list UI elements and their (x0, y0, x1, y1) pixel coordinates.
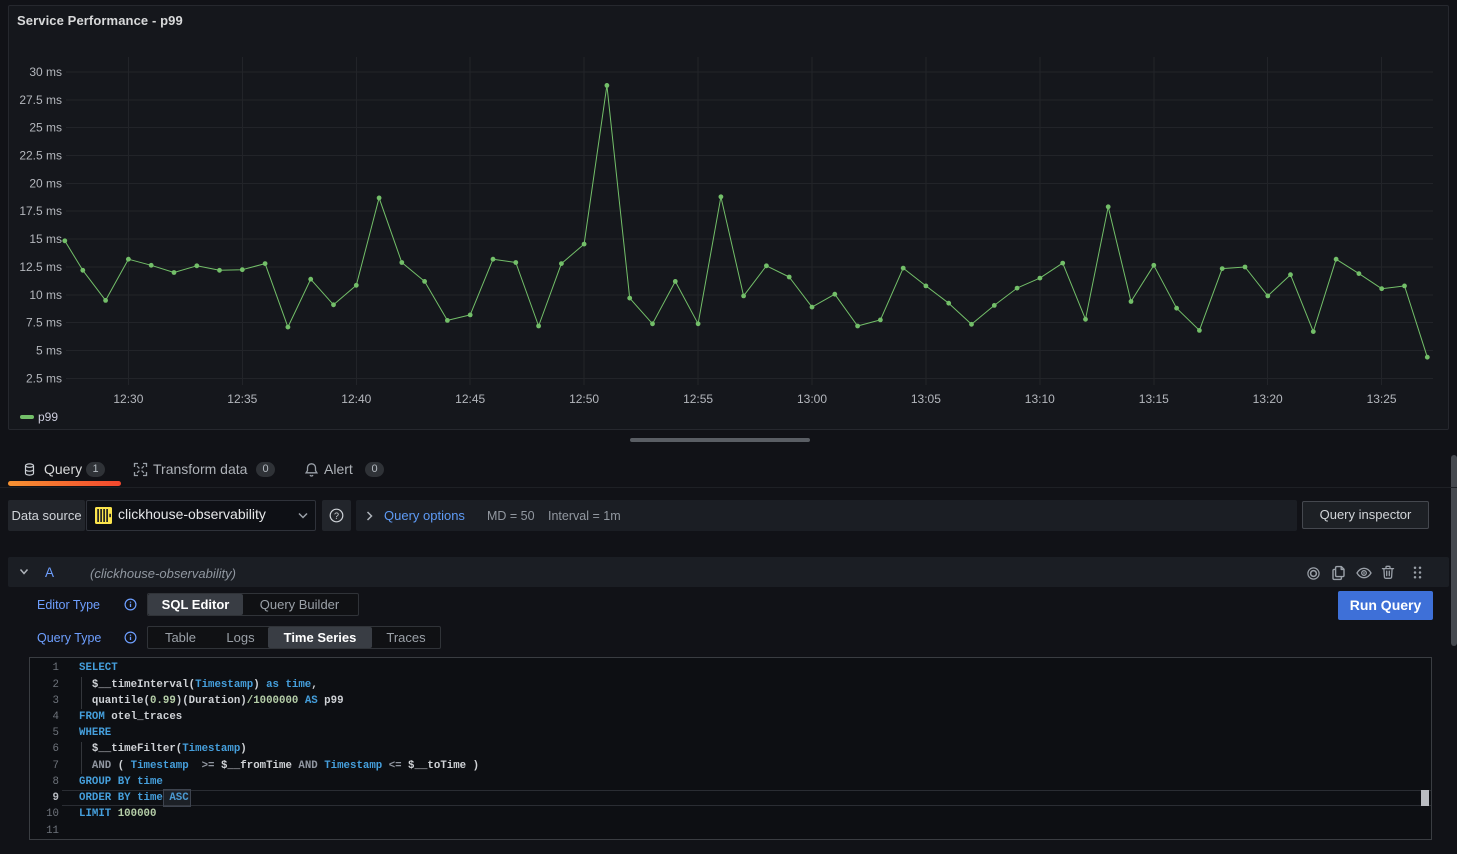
svg-text:15 ms: 15 ms (29, 232, 62, 246)
svg-text:13:15: 13:15 (1139, 392, 1169, 406)
svg-text:12:30: 12:30 (113, 392, 143, 406)
svg-text:12.5 ms: 12.5 ms (19, 260, 62, 274)
svg-text:22.5 ms: 22.5 ms (19, 149, 62, 163)
svg-text:30 ms: 30 ms (29, 65, 62, 79)
svg-text:12:35: 12:35 (227, 392, 257, 406)
svg-text:?: ? (334, 511, 339, 521)
svg-text:13:20: 13:20 (1253, 392, 1283, 406)
svg-text:12:55: 12:55 (683, 392, 713, 406)
svg-text:25 ms: 25 ms (29, 121, 62, 135)
svg-text:12:45: 12:45 (455, 392, 485, 406)
svg-text:10 ms: 10 ms (29, 288, 62, 302)
svg-text:13:00: 13:00 (797, 392, 827, 406)
svg-text:13:25: 13:25 (1367, 392, 1397, 406)
svg-text:12:50: 12:50 (569, 392, 599, 406)
svg-text:7.5 ms: 7.5 ms (26, 316, 62, 330)
svg-text:20 ms: 20 ms (29, 176, 62, 190)
svg-text:2.5 ms: 2.5 ms (26, 371, 62, 385)
svg-text:12:40: 12:40 (341, 392, 371, 406)
svg-text:27.5 ms: 27.5 ms (19, 93, 62, 107)
svg-text:17.5 ms: 17.5 ms (19, 204, 62, 218)
svg-text:13:10: 13:10 (1025, 392, 1055, 406)
svg-text:5 ms: 5 ms (36, 344, 62, 358)
svg-text:13:05: 13:05 (911, 392, 941, 406)
svg-text:p99: p99 (38, 410, 58, 424)
